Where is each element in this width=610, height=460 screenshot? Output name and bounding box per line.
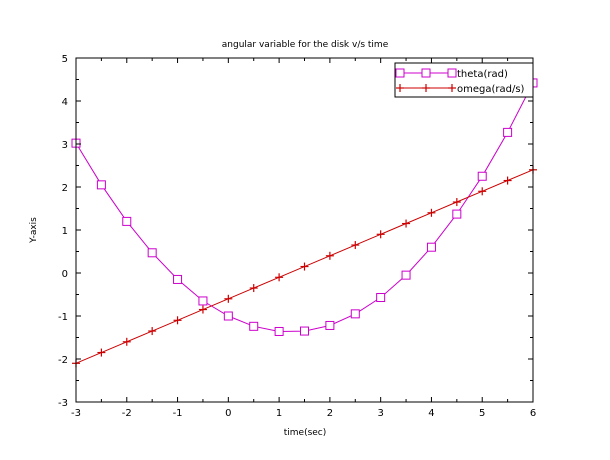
data-point <box>122 337 131 346</box>
data-point <box>173 316 182 325</box>
y-tick-label: 1 <box>62 226 68 237</box>
y-tick-label: 2 <box>62 183 68 194</box>
data-point <box>249 321 259 331</box>
y-tick-label: -2 <box>58 355 68 366</box>
legend-marker <box>421 68 431 78</box>
x-tick-label: 5 <box>479 408 485 419</box>
data-point <box>173 274 183 284</box>
y-tick-label: 0 <box>62 269 68 280</box>
data-point <box>503 127 513 137</box>
data-point <box>350 309 360 319</box>
data-point <box>478 187 487 196</box>
data-point <box>376 230 385 239</box>
plot-area <box>71 78 538 368</box>
data-point <box>224 294 233 303</box>
y-tick-label: -1 <box>58 312 68 323</box>
legend-box <box>394 62 534 98</box>
data-point <box>122 216 132 226</box>
data-point <box>426 242 436 252</box>
y-tick-label: 4 <box>62 97 68 108</box>
legend-marker <box>396 84 404 92</box>
legend-marker <box>448 84 456 92</box>
y-tick-label: -3 <box>58 398 68 409</box>
x-axis-label: time(sec) <box>284 428 327 438</box>
data-point <box>148 327 157 336</box>
data-point <box>401 270 411 280</box>
series-theta <box>71 78 538 336</box>
data-point <box>300 262 309 271</box>
data-point <box>402 219 411 228</box>
legend-label: omega(rad/s) <box>457 84 525 95</box>
y-tick-label: 3 <box>62 140 68 151</box>
x-tick-label: 2 <box>327 408 333 419</box>
data-point <box>452 198 461 207</box>
x-tick-label: 1 <box>276 408 282 419</box>
y-axis-label: Y-axis <box>29 217 39 244</box>
data-point <box>300 326 309 336</box>
data-point <box>503 176 512 185</box>
data-point <box>274 326 284 336</box>
data-point <box>96 180 106 190</box>
series-omega <box>72 165 537 368</box>
x-tick-label: -2 <box>122 408 132 419</box>
legend: theta(rad) omega(rad/s) <box>394 62 534 98</box>
data-point <box>275 273 284 282</box>
series-line <box>75 82 534 333</box>
chart-title: angular variable for the disk v/s time <box>222 40 389 50</box>
data-point <box>427 208 436 217</box>
axis-ticks: -3 -2 -1 0 1 2 3 4 5 6 -3 -2 -1 0 1 2 3 4 5 <box>58 54 536 419</box>
data-point <box>376 293 386 303</box>
legend-label: theta(rad) <box>457 69 508 80</box>
y-tick-label: 5 <box>62 54 68 65</box>
data-point <box>198 305 207 314</box>
legend-marker <box>447 68 457 78</box>
legend-entry: theta(rad) <box>395 68 508 80</box>
data-point <box>325 320 335 330</box>
data-point <box>351 241 360 250</box>
x-tick-label: -1 <box>173 408 183 419</box>
x-tick-label: 0 <box>225 408 231 419</box>
data-point <box>147 248 157 258</box>
data-point <box>249 284 258 293</box>
x-tick-label: 6 <box>530 408 536 419</box>
data-point <box>452 209 462 219</box>
data-point <box>223 311 233 321</box>
x-tick-label: 3 <box>377 408 383 419</box>
data-point <box>97 348 106 357</box>
legend-marker <box>422 84 430 92</box>
plot-frame <box>75 57 534 403</box>
legend-entry: omega(rad/s) <box>396 84 525 95</box>
data-point <box>198 296 208 306</box>
legend-marker <box>395 68 405 78</box>
x-tick-label: -3 <box>71 408 81 419</box>
x-tick-label: 4 <box>428 408 434 419</box>
data-point <box>325 251 334 260</box>
data-point <box>477 171 487 181</box>
